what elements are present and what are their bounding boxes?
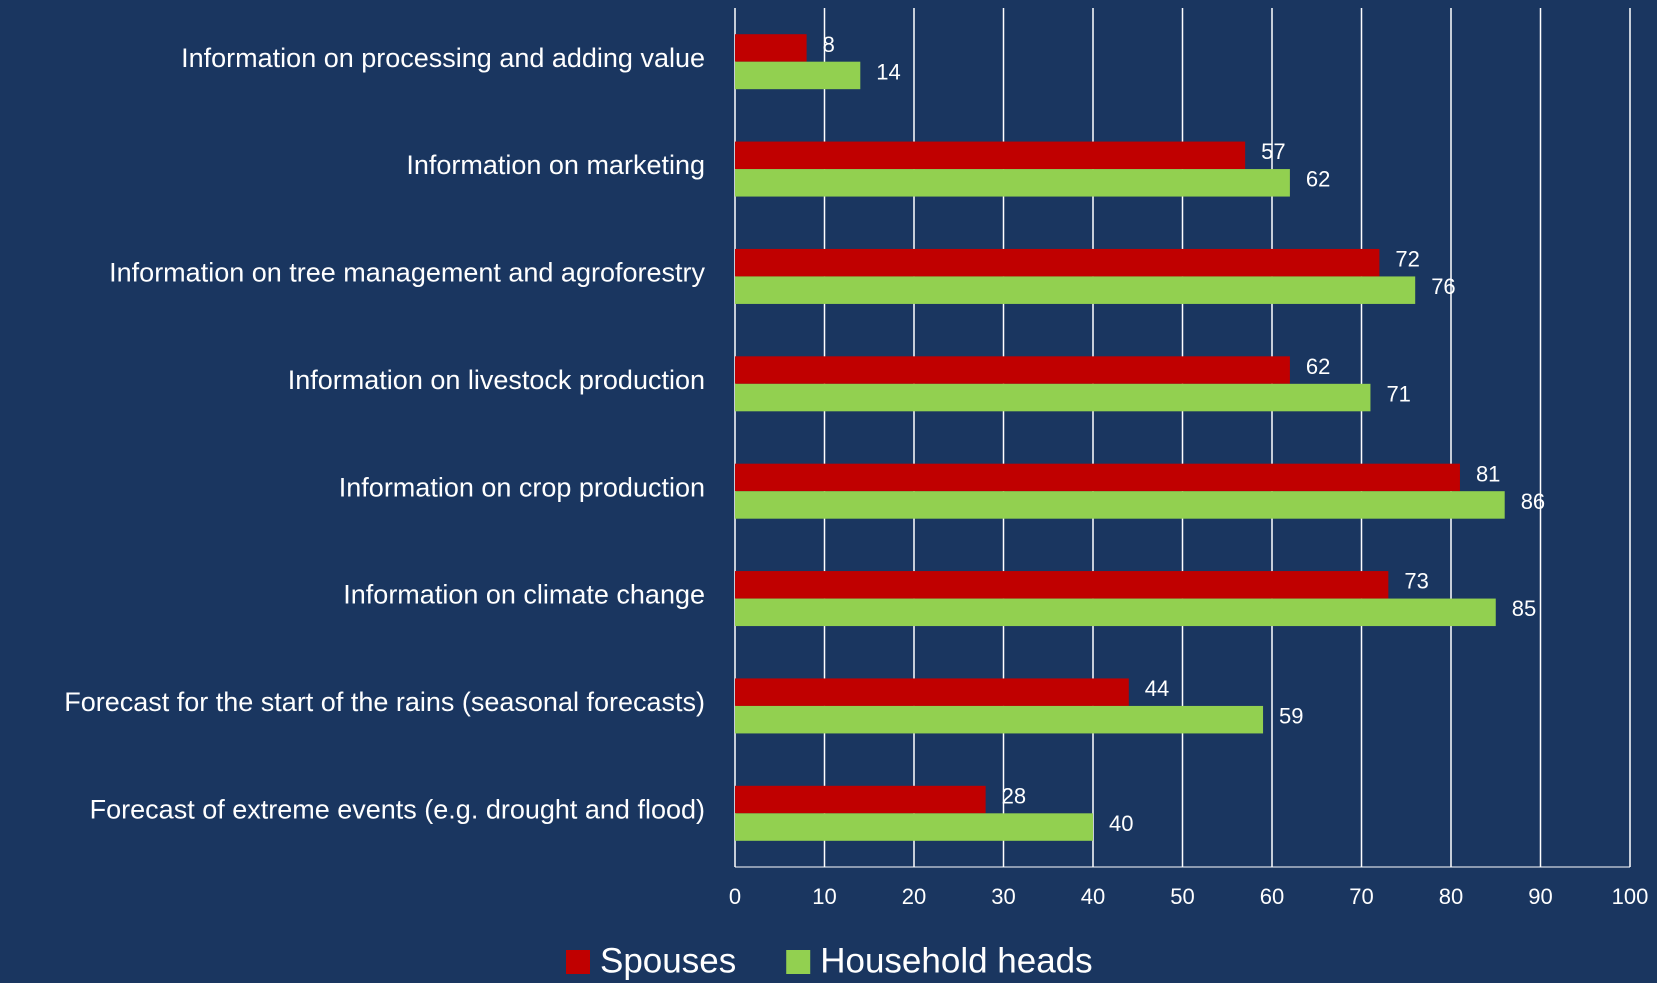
x-tick-label: 70 — [1349, 884, 1373, 909]
data-label: 14 — [876, 59, 900, 84]
y-tick-label: Information on processing and adding val… — [181, 43, 705, 73]
bar — [735, 169, 1290, 197]
x-tick-label: 30 — [991, 884, 1015, 909]
bar — [735, 276, 1416, 304]
data-label: 76 — [1431, 274, 1455, 299]
x-tick-label: 90 — [1528, 884, 1552, 909]
legend-swatch — [566, 950, 590, 974]
bar — [735, 383, 1371, 412]
data-label: 62 — [1306, 354, 1330, 379]
data-label: 86 — [1521, 489, 1545, 514]
data-label: 72 — [1395, 247, 1419, 272]
x-tick-label: 100 — [1612, 884, 1649, 909]
bar — [735, 248, 1380, 277]
x-tick-label: 10 — [812, 884, 836, 909]
legend-label: Spouses — [600, 941, 736, 980]
data-label: 57 — [1261, 139, 1285, 164]
bar — [735, 491, 1505, 519]
bar — [735, 34, 807, 62]
x-tick-label: 80 — [1439, 884, 1463, 909]
y-tick-label: Information on crop production — [339, 472, 705, 502]
y-tick-label: Information on livestock production — [288, 365, 705, 395]
legend-label: Household heads — [820, 941, 1092, 980]
data-label: 44 — [1145, 676, 1169, 701]
bar — [735, 598, 1496, 627]
bar — [735, 678, 1129, 706]
x-tick-label: 60 — [1260, 884, 1284, 909]
y-tick-label: Forecast of extreme events (e.g. drought… — [90, 794, 705, 824]
x-tick-label: 20 — [902, 884, 926, 909]
x-tick-label: 40 — [1081, 884, 1105, 909]
data-label: 71 — [1386, 381, 1410, 406]
y-tick-label: Information on marketing — [406, 150, 705, 180]
x-tick-label: 0 — [729, 884, 741, 909]
data-label: 40 — [1109, 811, 1133, 836]
bar — [735, 571, 1389, 599]
y-tick-label: Information on climate change — [343, 580, 705, 610]
bar — [735, 61, 861, 90]
data-label: 28 — [1002, 783, 1026, 808]
bar — [735, 463, 1460, 492]
y-tick-label: Forecast for the start of the rains (sea… — [64, 687, 705, 717]
bar — [735, 705, 1264, 734]
data-label: 85 — [1512, 596, 1536, 621]
y-tick-label: Information on tree management and agrof… — [109, 258, 705, 288]
bar — [735, 356, 1290, 384]
data-label: 8 — [823, 32, 835, 57]
legend-swatch — [786, 950, 811, 974]
data-label: 59 — [1279, 704, 1303, 729]
bar — [735, 785, 986, 814]
bar — [735, 813, 1093, 841]
data-label: 62 — [1306, 167, 1330, 192]
x-tick-label: 50 — [1170, 884, 1194, 909]
data-label: 81 — [1476, 461, 1500, 486]
bar — [735, 141, 1246, 170]
data-label: 73 — [1404, 569, 1428, 594]
